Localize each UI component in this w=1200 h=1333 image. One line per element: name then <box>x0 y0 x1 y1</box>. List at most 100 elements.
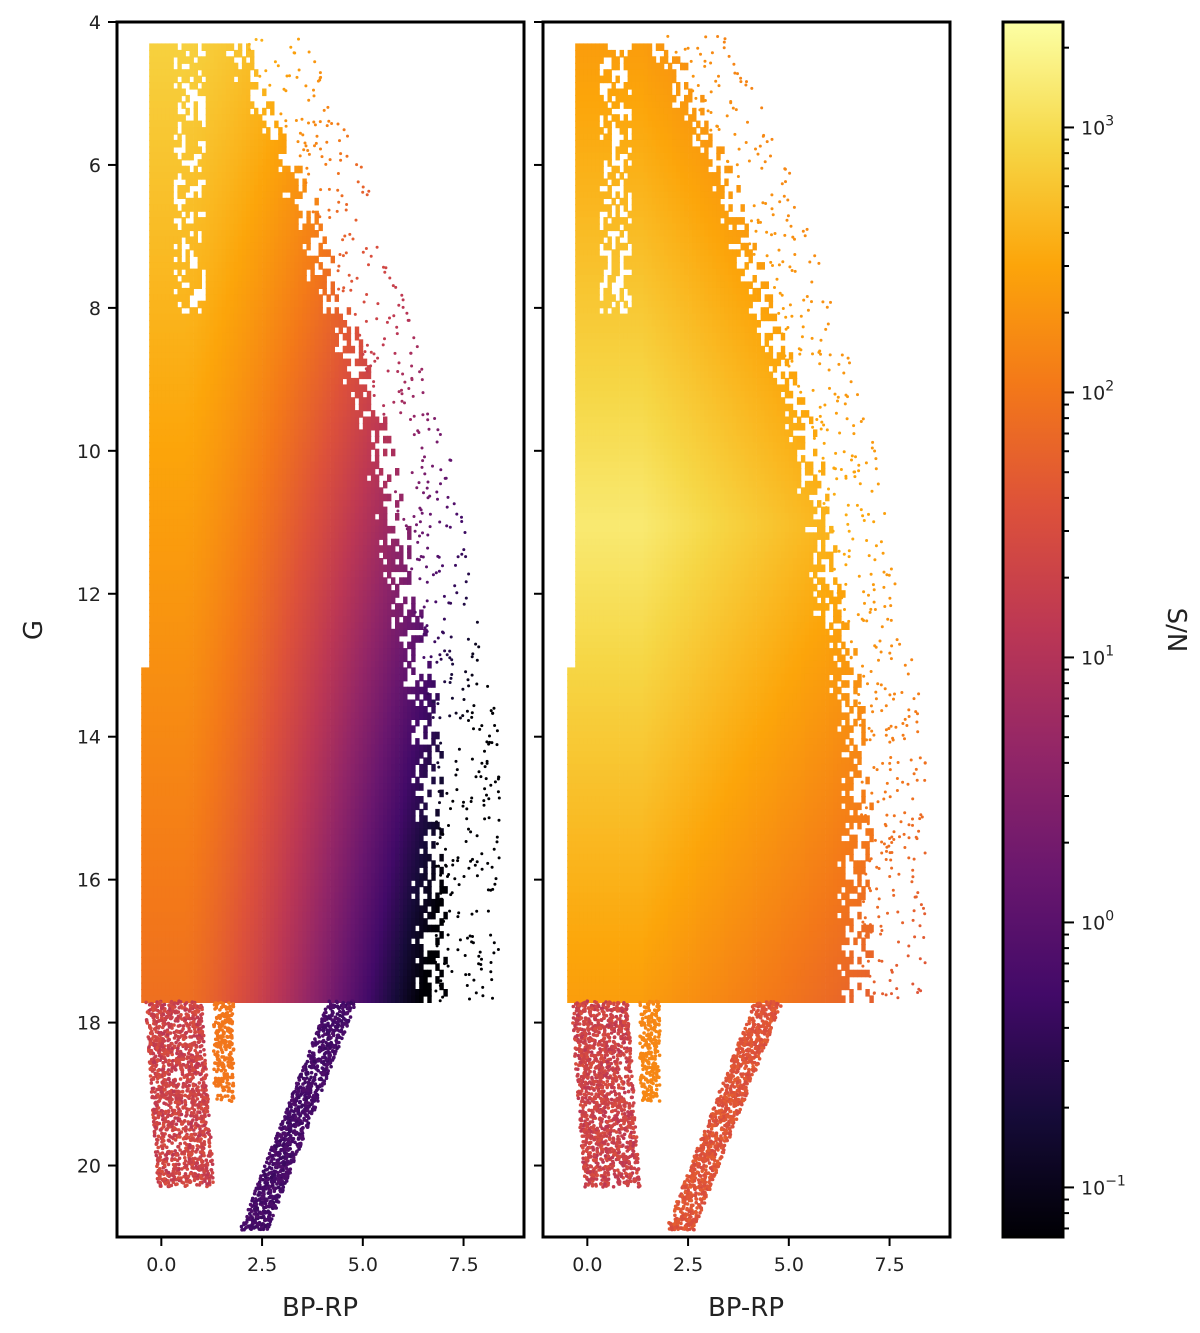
scatter-point <box>237 159 243 167</box>
scatter-point <box>403 686 408 695</box>
scatter-point <box>399 577 404 585</box>
scatter-point <box>266 204 271 212</box>
scatter-point <box>286 320 291 328</box>
scatter-point <box>241 660 247 669</box>
scatter-point <box>270 577 275 585</box>
scatter-point <box>366 493 372 502</box>
scatter-point <box>383 693 388 701</box>
scatter-point <box>258 525 263 534</box>
scatter-point <box>193 693 198 701</box>
scatter-point <box>237 693 243 701</box>
scatter-point <box>274 255 279 264</box>
scatter-point <box>334 564 339 573</box>
scatter-point <box>237 204 243 212</box>
scatter-point <box>201 390 206 399</box>
scatter-point <box>193 230 198 238</box>
scatter-point <box>161 680 166 688</box>
scatter-point <box>310 352 315 360</box>
scatter-point <box>221 268 227 277</box>
scatter-point <box>310 455 315 463</box>
scatter-point <box>254 635 259 643</box>
scatter-point <box>322 493 327 502</box>
scatter-point <box>246 461 251 470</box>
scatter-point <box>165 101 170 109</box>
scatter-point <box>241 275 247 283</box>
scatter-point <box>217 332 223 341</box>
scatter-point <box>346 519 352 527</box>
scatter-point <box>225 410 231 418</box>
scatter-point <box>237 242 243 251</box>
scatter-point <box>225 249 231 257</box>
scatter-point <box>169 422 174 431</box>
scatter-point <box>201 641 206 650</box>
scatter-point <box>354 680 360 688</box>
scatter-point <box>225 185 231 193</box>
scatter-point <box>286 551 291 560</box>
scatter-point <box>310 474 315 482</box>
scatter-point <box>262 673 267 682</box>
scatter-point <box>278 242 283 251</box>
scatter-point <box>258 461 263 470</box>
scatter-point <box>169 583 174 592</box>
scatter-point <box>169 416 174 425</box>
scatter-point <box>278 519 283 527</box>
scatter-point <box>173 352 178 360</box>
scatter-point <box>342 551 348 560</box>
scatter-point <box>229 197 235 206</box>
scatter-point <box>314 648 319 656</box>
scatter-point <box>318 648 323 656</box>
scatter-point <box>229 686 235 695</box>
scatter-point <box>258 139 263 148</box>
scatter-point <box>193 641 198 650</box>
scatter-point <box>262 654 267 663</box>
scatter-point <box>306 538 311 547</box>
scatter-point <box>229 500 235 508</box>
scatter-point <box>415 686 420 695</box>
scatter-point <box>350 416 356 425</box>
scatter-point <box>209 371 215 380</box>
scatter-point <box>298 371 303 380</box>
scatter-point <box>342 635 348 643</box>
scatter-point <box>201 397 206 405</box>
scatter-point <box>229 191 235 199</box>
scatter-point <box>165 603 170 611</box>
scatter-point <box>358 609 364 618</box>
scatter-point <box>225 165 231 174</box>
scatter-point <box>423 680 428 688</box>
scatter-point <box>149 609 154 618</box>
scatter-point <box>225 480 231 489</box>
scatter-point <box>294 416 299 425</box>
scatter-point <box>149 352 154 360</box>
scatter-point <box>209 249 215 257</box>
scatter-point <box>346 622 352 630</box>
scatter-point <box>209 307 215 315</box>
scatter-point <box>241 358 247 367</box>
scatter-point <box>157 390 162 399</box>
scatter-point <box>153 545 158 553</box>
scatter-point <box>306 384 311 392</box>
scatter-point <box>374 519 380 527</box>
scatter-point <box>278 706 283 714</box>
scatter-point <box>362 358 368 367</box>
scatter-point <box>169 641 174 650</box>
scatter-point <box>383 641 388 650</box>
scatter-point <box>157 139 162 148</box>
scatter-point <box>274 197 279 206</box>
scatter-point <box>378 590 384 598</box>
scatter-point <box>189 455 194 463</box>
scatter-point <box>290 377 295 386</box>
scatter-point <box>358 345 364 354</box>
scatter-point <box>250 300 255 309</box>
scatter-point <box>350 500 356 508</box>
scatter-point <box>387 673 392 682</box>
scatter-point <box>254 706 259 714</box>
scatter-point <box>314 654 319 663</box>
scatter-point <box>370 667 376 675</box>
scatter-point <box>326 693 331 701</box>
scatter-point <box>383 583 388 592</box>
scatter-point <box>378 500 384 508</box>
scatter-point <box>229 365 235 373</box>
scatter-point <box>314 416 319 425</box>
scatter-point <box>185 332 190 341</box>
